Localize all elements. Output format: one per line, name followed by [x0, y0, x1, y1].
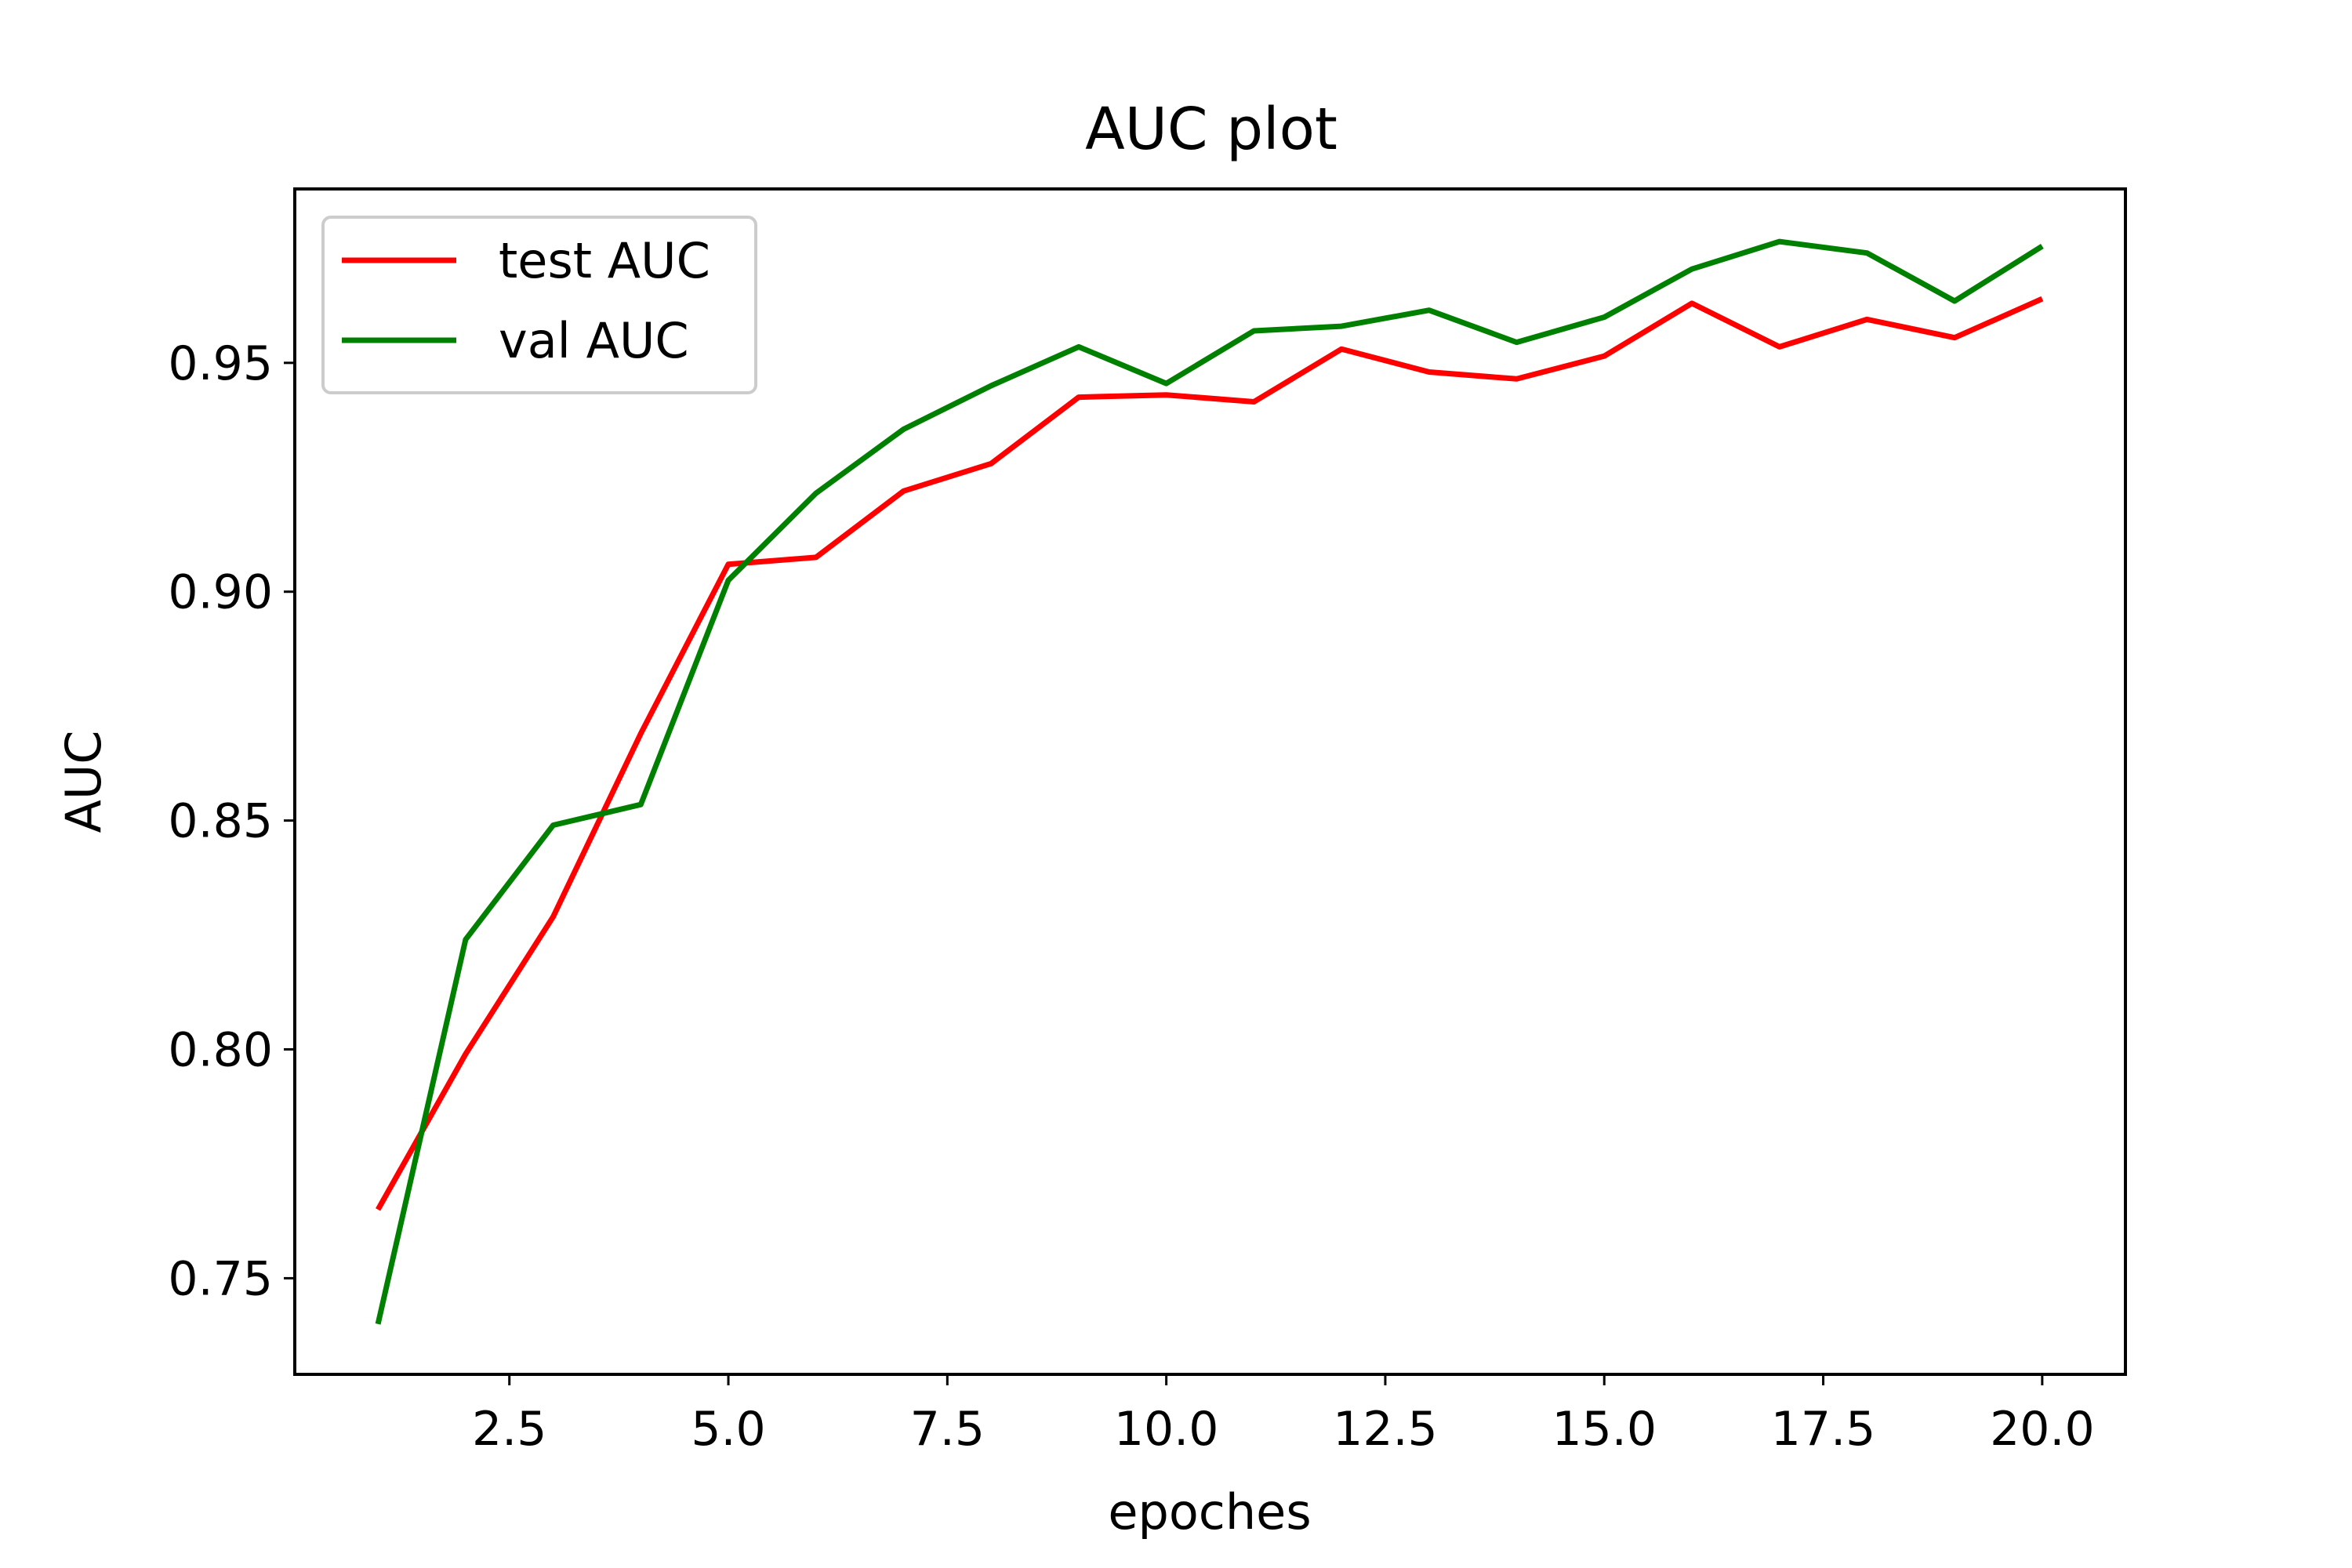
x-tick-label: 10.0: [1114, 1402, 1219, 1457]
legend-label-val-auc: val AUC: [499, 312, 689, 369]
x-tick-label: 2.5: [472, 1402, 546, 1457]
x-tick-label: 15.0: [1552, 1402, 1657, 1457]
x-tick-label: 5.0: [691, 1402, 765, 1457]
x-tick-label: 12.5: [1333, 1402, 1438, 1457]
x-tick-label: 17.5: [1771, 1402, 1876, 1457]
chart-legend: test AUC val AUC: [321, 216, 757, 394]
chart-title: AUC plot: [1085, 96, 1338, 163]
x-tick-label: 20.0: [1990, 1402, 2095, 1457]
y-axis-ticks: 0.75 0.80 0.85 0.90 0.95: [168, 336, 295, 1306]
legend-label-test-auc: test AUC: [499, 232, 710, 289]
y-tick-label: 0.75: [168, 1251, 273, 1306]
series-line-val-auc: [375, 238, 2044, 1325]
y-tick-label: 0.85: [168, 794, 273, 849]
y-tick-label: 0.95: [168, 336, 273, 391]
plot-frame: [293, 187, 2127, 1376]
y-tick-label: 0.80: [168, 1023, 273, 1078]
series-line-test-auc: [376, 296, 2044, 1211]
x-tick-label: 7.5: [910, 1402, 985, 1457]
x-axis-label: epoches: [1108, 1483, 1311, 1541]
y-axis-label: AUC: [55, 730, 112, 833]
x-axis-ticks: 2.5 5.0 7.5 10.0 12.5 15.0 17.5 20.0: [472, 1374, 2095, 1457]
y-tick-label: 0.90: [168, 565, 273, 620]
plot-area: [375, 238, 2044, 1325]
